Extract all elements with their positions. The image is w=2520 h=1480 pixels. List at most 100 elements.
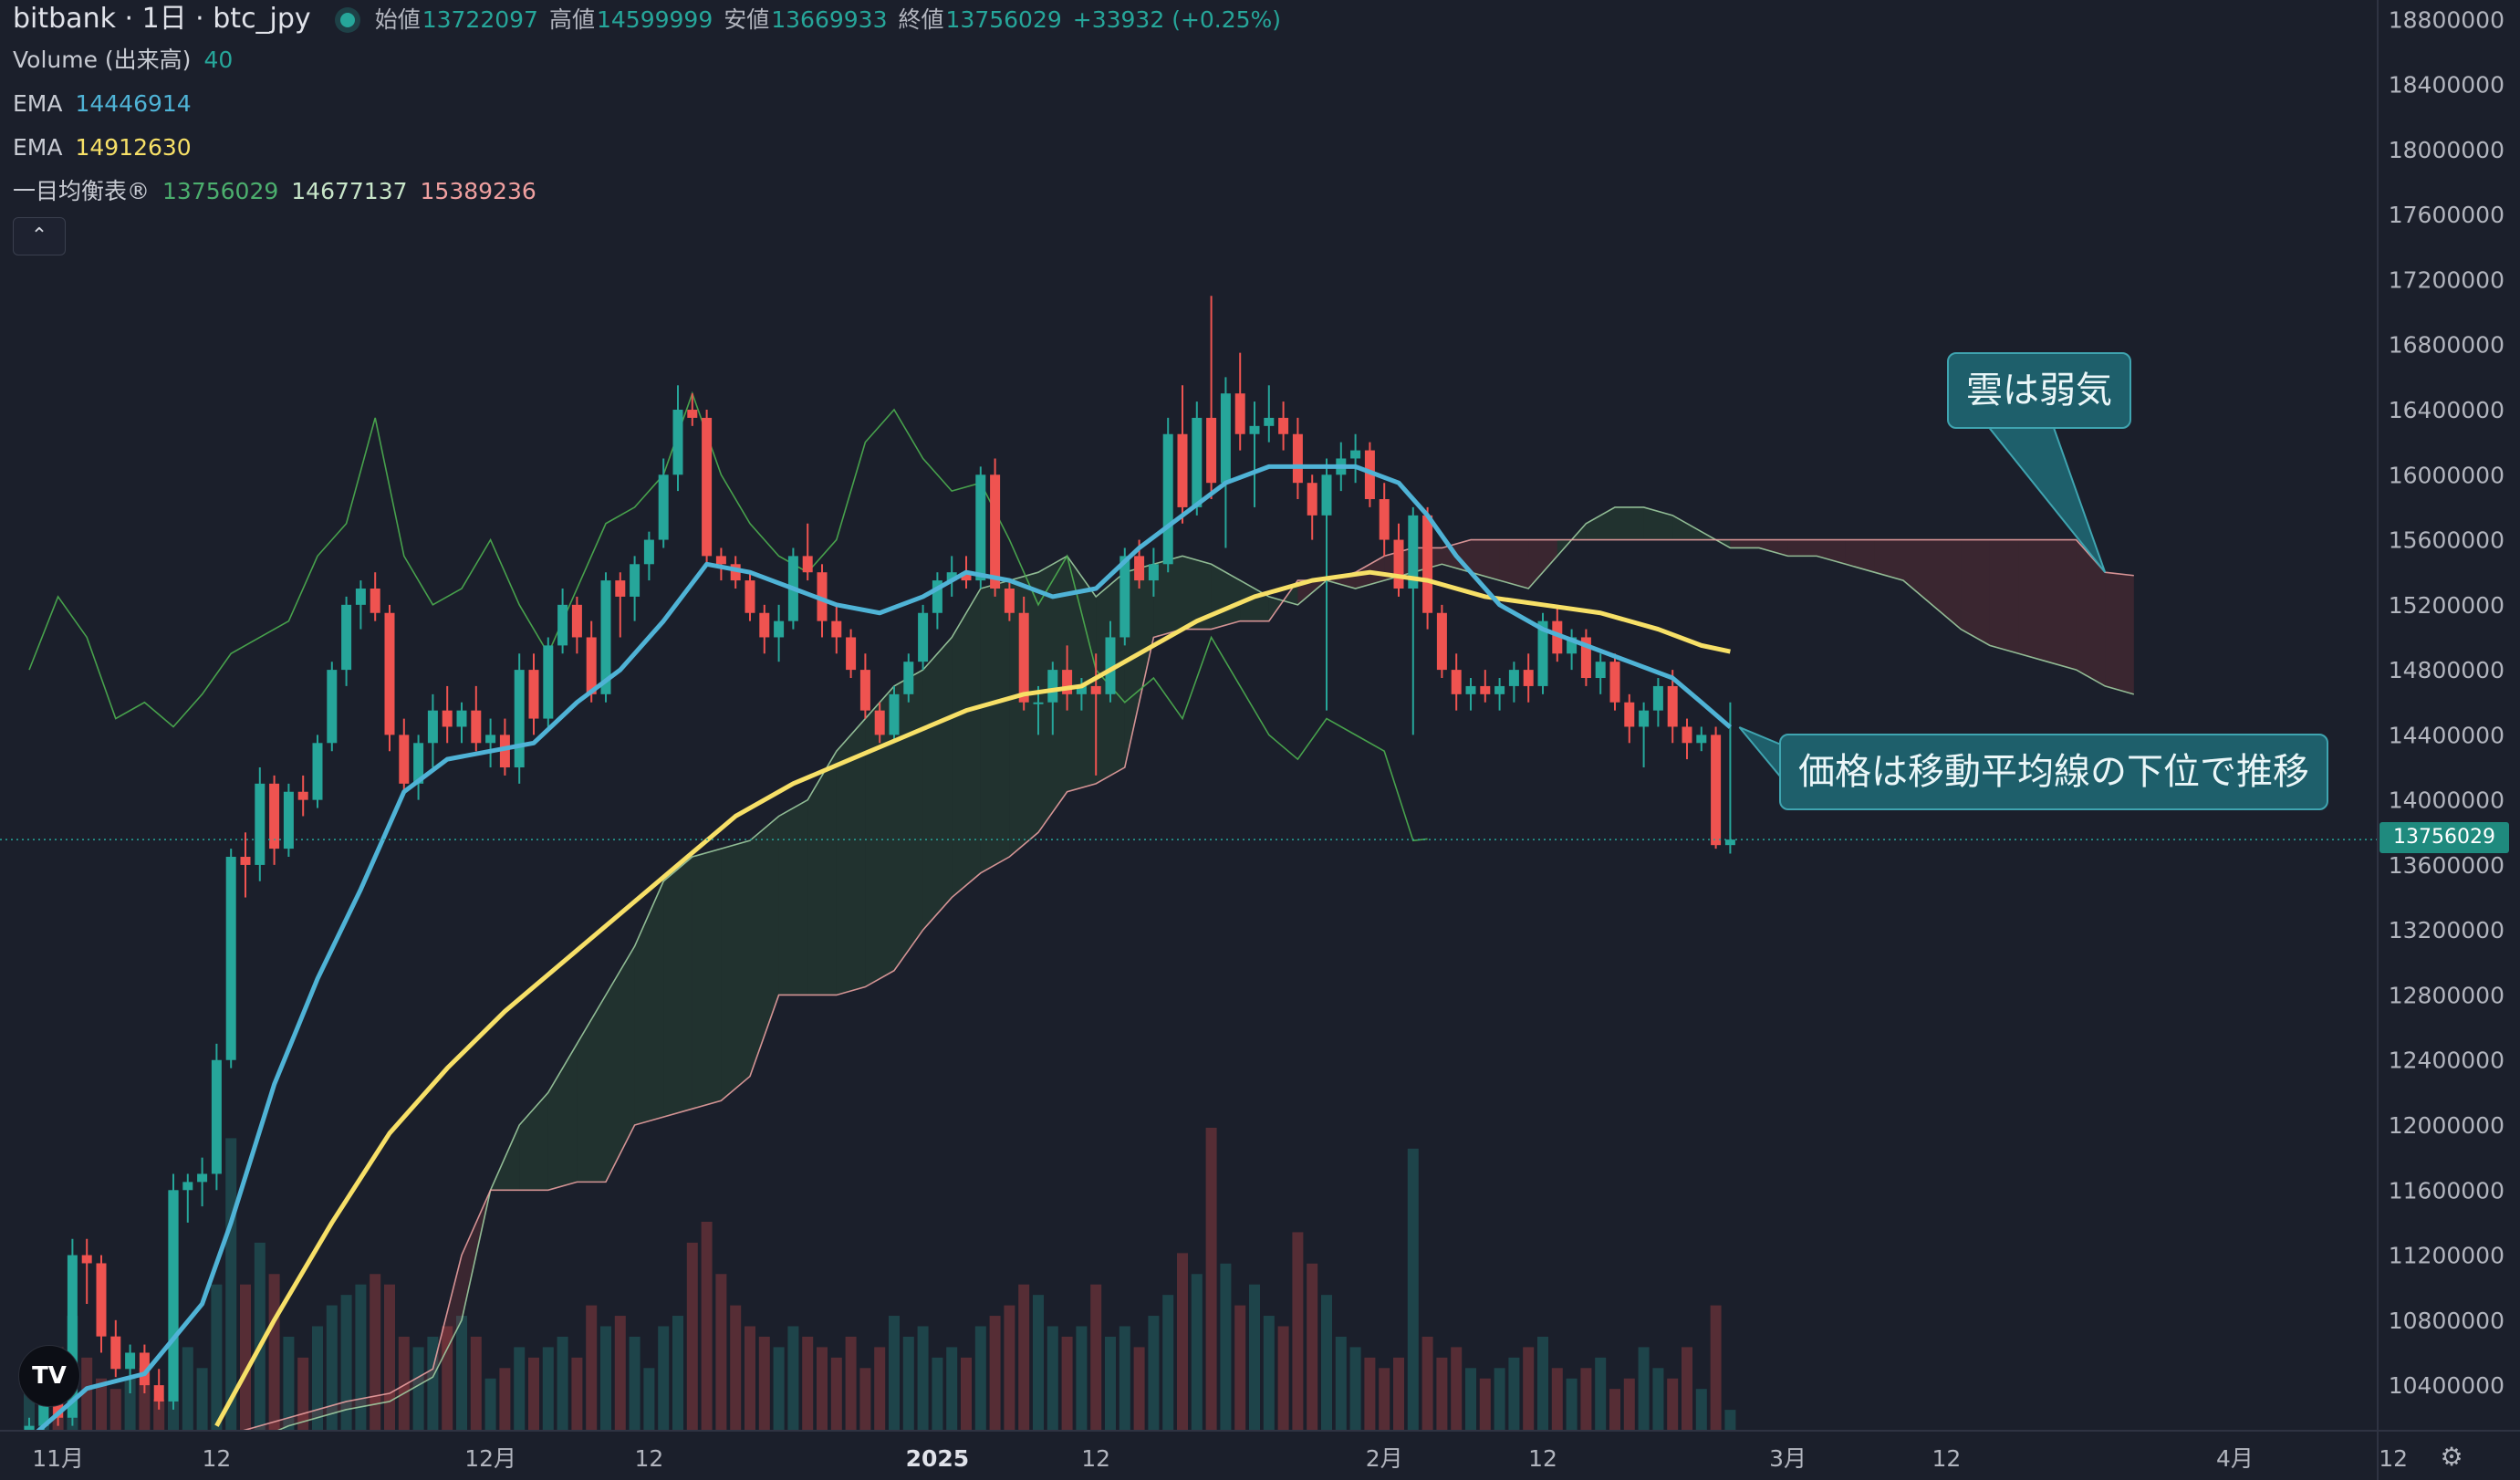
volume-bar — [961, 1357, 972, 1431]
ema-fast-value: 14446914 — [75, 90, 192, 117]
ichimoku-span-a-line — [275, 506, 2135, 1431]
change-value: +33932 (+0.25%) — [1072, 6, 1282, 33]
candle-body — [1076, 685, 1087, 694]
price-axis-tick-label: 16800000 — [2389, 332, 2504, 359]
volume-bar — [1682, 1347, 1692, 1431]
settings-gear-icon[interactable]: ⚙ — [2440, 1442, 2463, 1472]
candle-body — [399, 735, 410, 784]
volume-bar — [1566, 1378, 1578, 1431]
volume-bar — [326, 1305, 338, 1431]
candle-body — [1595, 662, 1606, 679]
ichimoku-cloud-segment — [2018, 539, 2047, 662]
candle-body — [1364, 450, 1375, 500]
candle-body — [53, 1401, 64, 1418]
volume-bar — [514, 1347, 526, 1431]
volume-bar — [917, 1326, 929, 1431]
volume-bar — [427, 1336, 439, 1431]
candle-body — [600, 580, 611, 694]
candle-body — [1177, 433, 1188, 507]
ichimoku-cloud-segment — [952, 589, 981, 898]
candle-body — [1609, 662, 1620, 703]
volume-bar — [1537, 1336, 1548, 1431]
ichimoku-cloud-segment — [1730, 539, 1759, 548]
volume-value: 40 — [203, 47, 234, 73]
volume-bar — [1695, 1389, 1707, 1431]
ema-fast-row[interactable]: EMA 14446914 — [13, 82, 1292, 126]
volume-indicator-row[interactable]: Volume (出来高) 40 — [13, 38, 1292, 82]
price-axis-tick-label: 17200000 — [2389, 266, 2504, 293]
ichimoku-cloud-segment — [1124, 564, 1154, 768]
candle-body — [774, 620, 785, 638]
tradingview-logo[interactable]: TV — [18, 1345, 80, 1407]
volume-bar — [989, 1316, 1001, 1431]
candle-body — [918, 612, 929, 662]
volume-bar — [211, 1284, 223, 1431]
volume-bar — [456, 1316, 467, 1431]
ichimoku-cloud-segment — [519, 1092, 548, 1191]
volume-bar — [528, 1357, 539, 1431]
volume-bar — [1292, 1232, 1304, 1431]
candle-body — [1090, 685, 1101, 694]
volume-bar — [81, 1357, 93, 1431]
volume-bar — [614, 1316, 626, 1431]
candle-body — [283, 791, 294, 849]
ema-slow-value: 14912630 — [75, 134, 192, 161]
candle-body — [1639, 710, 1650, 727]
volume-bar — [1119, 1326, 1130, 1431]
volume-bar — [773, 1347, 785, 1431]
candle-body — [1278, 417, 1289, 434]
open-label: 始値 — [374, 6, 421, 33]
volume-bar — [1580, 1368, 1592, 1431]
candle-body — [658, 474, 669, 540]
volume-bar — [1623, 1378, 1635, 1431]
candle-body — [1494, 685, 1505, 694]
candle-body — [571, 604, 582, 638]
time-axis-tick-label: 12 — [202, 1445, 231, 1472]
candle-body — [846, 637, 857, 671]
volume-bar — [758, 1336, 770, 1431]
time-axis-tick-label: 12 — [2379, 1445, 2408, 1472]
collapse-legend-button[interactable]: ⌃ — [13, 217, 66, 255]
candle-body — [327, 670, 338, 744]
volume-bar — [817, 1347, 828, 1431]
volume-bar — [1523, 1347, 1535, 1431]
candle-body — [759, 612, 770, 638]
ichimoku-cloud-segment — [1153, 556, 1182, 638]
volume-bar — [312, 1326, 323, 1431]
symbol-title[interactable]: bitbank · 1日 · btc_jpy — [13, 3, 311, 35]
price-axis-tick-label: 11600000 — [2389, 1177, 2504, 1204]
volume-bar — [384, 1284, 395, 1431]
candle-body — [1004, 589, 1015, 613]
volume-bar — [412, 1347, 424, 1431]
volume-bar — [355, 1284, 367, 1431]
candle-body — [1436, 612, 1447, 671]
volume-bar — [124, 1378, 136, 1431]
candle-body — [1667, 685, 1678, 727]
candle-body — [1062, 670, 1073, 694]
candle-body — [672, 410, 683, 475]
candle-body — [96, 1263, 107, 1337]
ichimoku-cloud-segment — [390, 1369, 433, 1402]
volume-bar — [1465, 1368, 1476, 1431]
candle-body — [1018, 612, 1029, 703]
ichimoku-value-1: 13756029 — [162, 178, 279, 204]
volume-bar — [1004, 1305, 1015, 1431]
ichimoku-value-3: 15389236 — [420, 178, 536, 204]
callout-price-below-ma: 価格は移動平均線の下位で推移 — [1779, 734, 2328, 810]
candle-body — [1552, 620, 1563, 654]
price-axis-tick-label: 16000000 — [2389, 462, 2504, 488]
price-axis-tick-label: 17600000 — [2389, 202, 2504, 228]
volume-bar — [859, 1368, 871, 1431]
volume-bar — [153, 1399, 165, 1431]
volume-bar — [225, 1138, 237, 1431]
volume-bar — [701, 1222, 713, 1431]
ema-slow-row[interactable]: EMA 14912630 — [13, 126, 1292, 170]
volume-bar — [787, 1326, 799, 1431]
volume-bar — [1407, 1148, 1419, 1431]
volume-bar — [370, 1274, 381, 1431]
volume-bar — [1393, 1357, 1404, 1431]
volume-bar — [398, 1336, 410, 1431]
ichimoku-row[interactable]: 一目均衡表® 13756029 14677137 15389236 — [13, 170, 1292, 214]
